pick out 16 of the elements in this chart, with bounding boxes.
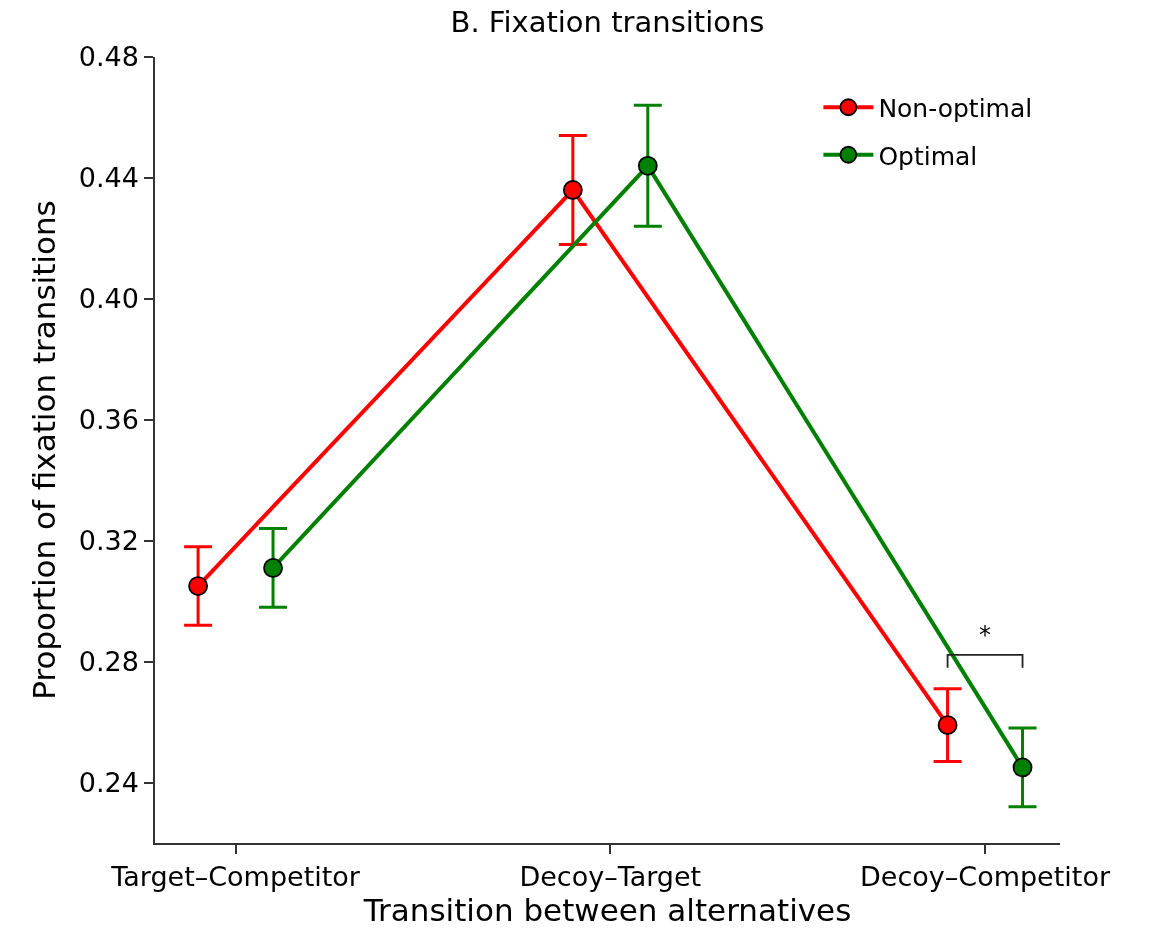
y-tick-label: 0.44	[78, 162, 139, 194]
y-tick-label: 0.28	[78, 646, 139, 678]
y-tick-label: 0.32	[78, 525, 139, 557]
x-tick-label: Target–Competitor	[110, 861, 361, 893]
y-axis-title: Proportion of fixation transitions	[25, 200, 62, 700]
y-tick-label: 0.36	[78, 404, 139, 436]
legend-label: Optimal	[878, 141, 978, 171]
annotation: *	[979, 621, 991, 649]
chart-title: B. Fixation transitions	[450, 4, 765, 39]
y-tick-label: 0.48	[78, 41, 139, 73]
y-tick-label: 0.40	[78, 283, 139, 315]
y-tick-label: 0.24	[78, 766, 139, 798]
x-tick-label: Decoy–Competitor	[860, 861, 1111, 893]
x-tick-label: Decoy–Target	[519, 861, 702, 893]
legend-label: Non-optimal	[878, 94, 1033, 124]
x-axis-title: Transition between alternatives	[362, 892, 852, 929]
